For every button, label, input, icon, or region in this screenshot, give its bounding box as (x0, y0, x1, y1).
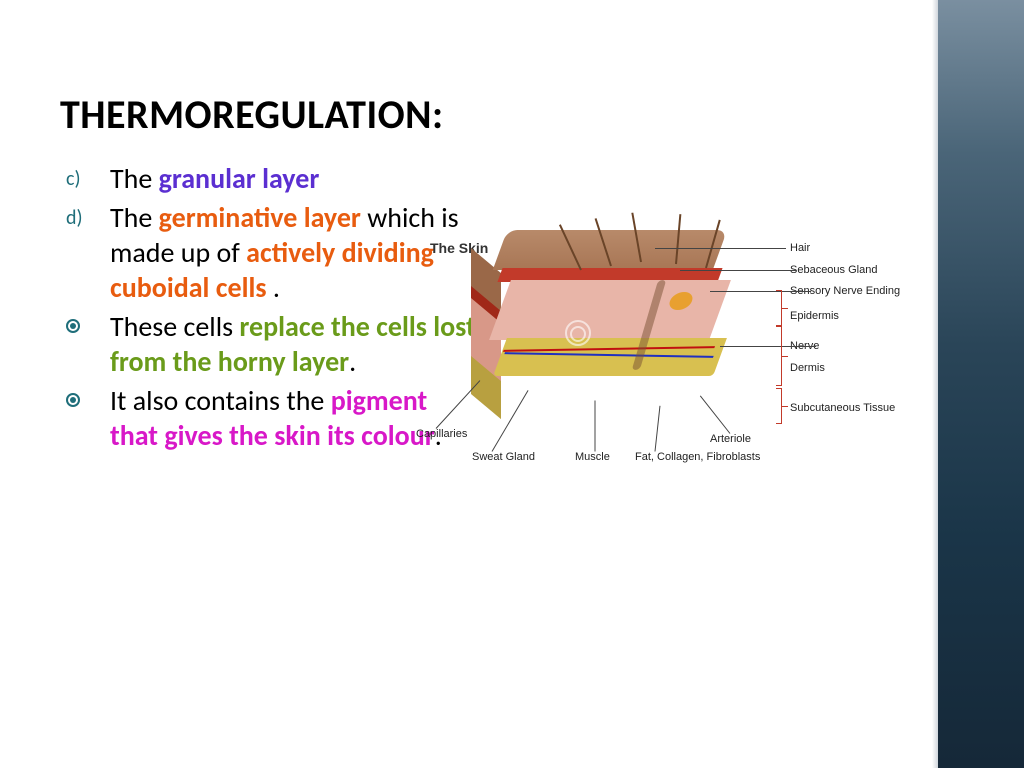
list-item: c)The granular layer (60, 161, 480, 196)
diagram-label: Subcutaneous Tissue (790, 402, 895, 414)
skin-diagram: The Skin HairSebaceous GlandSensory Nerv… (420, 210, 900, 490)
diagram-label: Muscle (575, 451, 610, 463)
diagram-label: Epidermis (790, 310, 839, 322)
list-item: These cells replace the cells lost from … (60, 309, 480, 379)
diagram-label: Sweat Gland (472, 451, 535, 463)
slide-title: THERMOREGULATION: (60, 90, 880, 139)
letter-marker: c) (60, 161, 110, 196)
letter-marker: d) (60, 200, 110, 305)
diagram-label: Hair (790, 242, 810, 254)
bullet-list: c)The granular layer d)The germinative la… (60, 161, 480, 453)
diagram-label: Sebaceous Gland (790, 264, 877, 276)
item-text: The granular layer (110, 161, 480, 196)
bullet-marker (60, 383, 110, 453)
diagram-label: Capillaries (416, 428, 467, 440)
diagram-label: Dermis (790, 362, 825, 374)
bullet-marker (60, 309, 110, 379)
list-item: It also contains the pigment that gives … (60, 383, 480, 453)
diagram-label: Fat, Collagen, Fibroblasts (635, 451, 760, 463)
list-item: d)The germinative layer which is made up… (60, 200, 480, 305)
diagram-label: Arteriole (710, 433, 751, 445)
slide-accent-bar (936, 0, 1024, 768)
